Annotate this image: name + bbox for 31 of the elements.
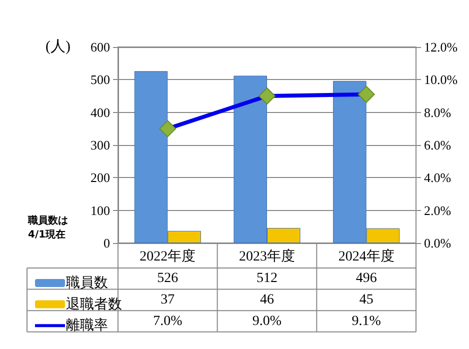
data-label: 496 (356, 271, 377, 286)
data-label: 9.0% (252, 314, 282, 329)
data-label: 512 (256, 271, 278, 286)
y2-tick-label: 0.0% (424, 236, 452, 250)
x-tick-label: 2022年度 (140, 248, 196, 264)
y2-tick-label: 12.0% (424, 40, 458, 54)
text: 職員数は 4/1現在 (27, 214, 68, 240)
y2-tick-label: 2.0% (424, 202, 452, 218)
y-axis-title: (人) (46, 39, 70, 55)
y-tick-label: 500 (90, 72, 110, 88)
data-label: 45 (359, 292, 374, 308)
x-tick-label: 2023年度 (239, 248, 295, 264)
data-label: 9.1% (352, 314, 382, 329)
y2-tick-label: 6.0% (424, 138, 452, 152)
y-tick-label: 200 (90, 170, 110, 186)
data-label: 526 (157, 271, 178, 286)
y-tick-label: 0 (104, 236, 110, 250)
y-tick-label: 600 (90, 40, 110, 54)
x-tick-label: 2024年度 (338, 248, 394, 264)
data-label: 46 (260, 292, 274, 308)
legend-label: 退職者数 (66, 296, 122, 312)
data-label: 37 (160, 292, 175, 308)
legend-label: 職員数 (66, 275, 108, 291)
y-tick-label: 300 (90, 138, 110, 152)
y2-tick-label: 4.0% (424, 170, 452, 186)
legend-label: 離職率 (66, 318, 108, 334)
y2-tick-label: 8.0% (424, 104, 452, 120)
y-tick-label: 400 (90, 104, 110, 120)
data-label: 7.0% (153, 314, 183, 329)
y2-tick-label: 10.0% (424, 72, 458, 88)
y-tick-label: 100 (90, 202, 110, 218)
